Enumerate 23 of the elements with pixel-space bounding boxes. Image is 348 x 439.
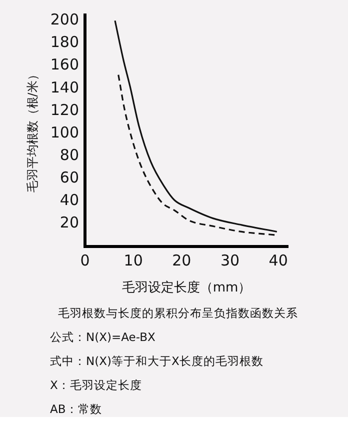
y-axis-title: 毛羽平均根数（根/米） (25, 68, 40, 193)
y-tick-label: 200 (50, 10, 80, 29)
x-tick-label: 10 (124, 251, 143, 270)
x-tick-label: 20 (172, 251, 192, 270)
y-tick-label: 100 (50, 123, 80, 142)
text: 式中：N(X)等于和大于X长度的毛羽根数 (50, 354, 264, 369)
y-tick-label: 80 (60, 146, 80, 164)
y-tick-label: 160 (50, 56, 80, 74)
y-tick-label: 140 (50, 78, 80, 96)
y-tick-label: 40 (60, 191, 80, 210)
y-tick-label: 120 (50, 100, 80, 119)
text: AB：常数 (50, 402, 103, 417)
x-tick-label: 30 (220, 251, 240, 270)
x-tick-label: 40 (268, 251, 288, 270)
text: 毛羽根数与长度的累积分布呈负指数函数关系 (58, 306, 299, 321)
y-tick-label: 180 (50, 33, 80, 52)
y-tick-label: 60 (60, 168, 80, 187)
text: X：毛羽设定长度 (50, 378, 143, 393)
text: 公式：N(X)=Ae-BX (50, 330, 156, 345)
line-series (114, 20, 278, 233)
x-tick-label: 0 (80, 251, 90, 270)
x-axis-title: 毛羽设定长度（mm） (122, 280, 252, 296)
y-tick-label: 20 (60, 214, 80, 232)
